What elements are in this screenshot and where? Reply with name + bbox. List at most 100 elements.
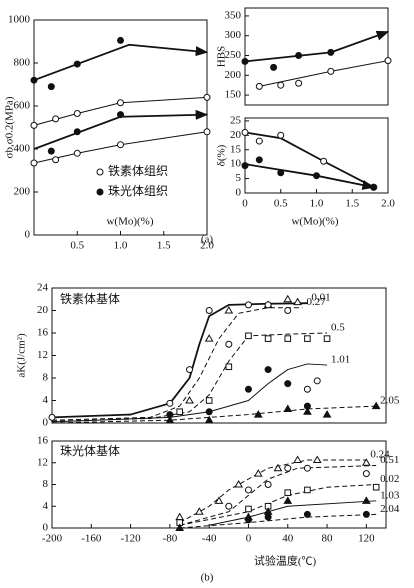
data-point [117, 141, 124, 149]
data-point [241, 162, 249, 170]
y-axis-label: aK(J/cm²) [16, 333, 28, 378]
data-point [283, 496, 293, 504]
data-point [255, 82, 263, 90]
y-tick-label: 24 [37, 282, 49, 294]
data-point [312, 455, 322, 464]
y-tick-label: 0 [236, 187, 242, 199]
series-line [51, 302, 308, 419]
y-tick-label: 1000 [8, 14, 31, 26]
caption: (b) [201, 572, 214, 584]
data-point [264, 335, 272, 342]
series-line [179, 484, 377, 526]
y-tick-label: 150 [225, 89, 242, 101]
annotation: 珠光体基体 [60, 444, 120, 458]
data-point [362, 470, 370, 478]
x-tick-label: 0 [246, 533, 252, 545]
curve-label: 0.24 [370, 449, 390, 461]
x-axis-label: w(Mo)(%) [291, 216, 338, 228]
data-point [117, 99, 124, 107]
data-point [284, 307, 292, 314]
data-point [295, 79, 303, 87]
data-point [175, 512, 185, 521]
x-tick-label: 2.0 [200, 240, 214, 252]
y-tick-label: 300 [225, 29, 242, 41]
data-point [264, 481, 272, 488]
data-point [303, 510, 311, 518]
plot-frame [244, 7, 389, 106]
data-point [253, 469, 263, 477]
data-point [244, 486, 252, 494]
curve-label: 2.04 [380, 503, 400, 515]
data-point [270, 63, 278, 71]
data-point [277, 131, 285, 139]
data-point [304, 486, 311, 494]
series-line [179, 459, 367, 524]
y-tick-label: 4 [43, 500, 49, 512]
y-tick-label: 350 [225, 9, 242, 21]
curve-label: 1.01 [331, 354, 350, 366]
data-point [372, 483, 380, 491]
y-axis-label: σb,σ0.2(MPa) [4, 96, 16, 158]
series-line [244, 131, 375, 189]
data-point [244, 385, 252, 393]
y-tick-label: 600 [14, 100, 31, 112]
data-point [186, 366, 194, 374]
series-line [179, 464, 377, 526]
data-point [117, 111, 124, 119]
y-tick-label: 200 [14, 186, 31, 198]
data-point [176, 408, 184, 416]
y-tick-label: 400 [14, 143, 31, 155]
data-point [304, 335, 311, 342]
data-point [30, 159, 38, 167]
data-point [293, 455, 302, 464]
y-tick-label: 8 [43, 372, 49, 384]
data-point [203, 93, 211, 101]
plot-frame [33, 19, 208, 236]
data-point [284, 489, 292, 496]
x-tick-label: 120 [358, 533, 375, 545]
data-point [371, 401, 381, 410]
y-tick-label: 0 [43, 417, 49, 429]
data-point [245, 332, 252, 340]
data-point [225, 502, 233, 510]
data-point [205, 397, 213, 404]
data-point [283, 294, 293, 303]
data-point [277, 169, 285, 177]
data-point [117, 36, 124, 44]
x-tick-label: -200 [42, 533, 63, 545]
data-point [284, 335, 292, 342]
x-tick-label: 40 [282, 533, 294, 545]
y-tick-label: 20 [230, 129, 242, 141]
data-point [327, 67, 335, 75]
data-point [273, 463, 283, 472]
y-tick-label: 25 [230, 114, 242, 126]
data-point [241, 128, 249, 136]
data-point [73, 60, 81, 68]
data-point [303, 407, 312, 415]
data-point [205, 307, 213, 314]
data-point [323, 335, 331, 342]
annotation: 铁素体基体 [60, 292, 120, 306]
data-point [264, 513, 272, 521]
series-line [209, 500, 377, 526]
legend-marker [96, 188, 104, 196]
curve-label: 2.05 [380, 395, 400, 407]
data-point [205, 408, 213, 416]
y-tick-label: 250 [225, 49, 242, 61]
data-point [277, 81, 285, 89]
data-point [47, 147, 55, 155]
series-line [179, 513, 377, 529]
y-tick-label: 4 [43, 394, 49, 406]
data-point [241, 57, 249, 65]
data-point [73, 110, 81, 118]
data-point [361, 458, 371, 466]
data-point [327, 48, 335, 56]
x-axis-label: w(Mo)(%) [106, 216, 153, 228]
data-point [362, 510, 370, 518]
data-point [175, 523, 185, 531]
data-point [194, 507, 204, 515]
data-point [204, 415, 214, 424]
data-point [244, 301, 252, 309]
series-line [51, 363, 328, 423]
